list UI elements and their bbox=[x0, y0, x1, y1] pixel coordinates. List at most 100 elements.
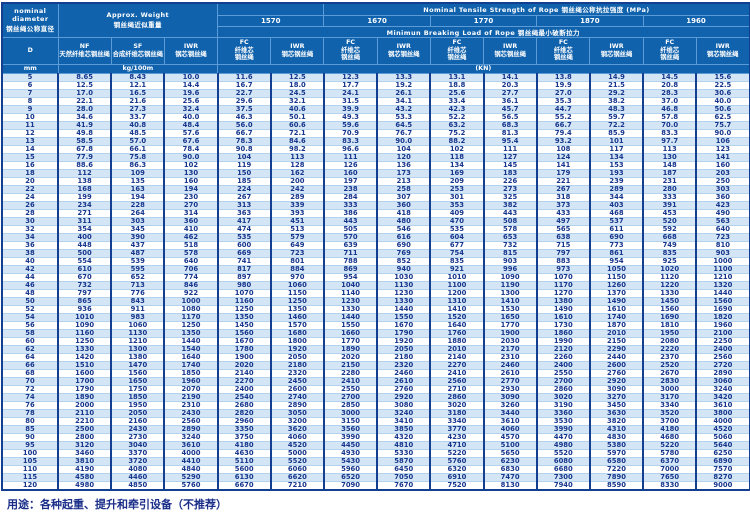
value-cell: 333 bbox=[642, 192, 698, 201]
table-row: 28 271 264 314 363 393 386 418 409 443 433 468 453 49… bbox=[1, 208, 750, 217]
value-cell: 732 bbox=[56, 280, 113, 289]
value-cell: 95.4 bbox=[482, 136, 538, 145]
value-cell: 2830 bbox=[642, 376, 698, 385]
diameter-cell: 54 bbox=[1, 312, 59, 321]
value-cell: 2720 bbox=[695, 360, 750, 369]
value-cell: 203 bbox=[695, 168, 750, 177]
value-cell: 470 bbox=[429, 216, 485, 225]
value-cell: 3340 bbox=[642, 400, 698, 409]
value-cell: 4410 bbox=[163, 456, 219, 465]
value-cell: 754 bbox=[429, 248, 485, 257]
value-cell: 62.5 bbox=[695, 112, 750, 121]
value-cell: 90.0 bbox=[163, 152, 219, 161]
table-row: 105 3810 3720 4410 5110 5520 5430 5870 5760 6230 6… bbox=[1, 456, 750, 465]
value-cell: 2680 bbox=[216, 400, 272, 409]
value-cell: 104 bbox=[216, 152, 272, 161]
value-cell: 922 bbox=[163, 288, 219, 297]
diameter-cell: 78 bbox=[1, 408, 59, 417]
value-cell: 4980 bbox=[535, 440, 591, 449]
value-cell: 253 bbox=[429, 184, 485, 193]
value-cell: 1960 bbox=[695, 320, 750, 329]
value-cell: 4460 bbox=[110, 472, 166, 481]
value-cell: 187 bbox=[642, 168, 698, 177]
value-cell: 127 bbox=[482, 152, 538, 161]
table-row: 11 41.9 40.8 48.4 56.0 60.6 59.6 64.5 63.2 68.3 66… bbox=[1, 120, 750, 129]
value-cell: 1730 bbox=[535, 320, 591, 329]
diameter-cell: 8 bbox=[1, 96, 59, 105]
diameter-cell: 48 bbox=[1, 288, 59, 297]
fc-column-header: FC 纤维芯 钢丝绳 bbox=[642, 36, 697, 65]
value-cell: 437 bbox=[110, 240, 166, 249]
value-cell: 1440 bbox=[695, 288, 750, 297]
value-cell: 640 bbox=[695, 224, 750, 233]
value-cell: 153 bbox=[588, 160, 645, 169]
value-cell: 2400 bbox=[695, 344, 750, 353]
value-cell: 136 bbox=[376, 160, 432, 169]
value-cell: 14.5 bbox=[642, 72, 698, 81]
table-row: 56 1090 1060 1250 1450 1570 1550 1670 1640 1770 17… bbox=[1, 320, 750, 329]
table-row: 74 1890 1850 2190 2540 2740 2700 2920 2860 3090 30… bbox=[1, 392, 750, 401]
value-cell: 570 bbox=[322, 232, 379, 241]
value-cell: 6620 bbox=[269, 472, 325, 481]
value-cell: 3750 bbox=[216, 432, 272, 441]
value-cell: 2440 bbox=[588, 352, 645, 361]
table-row: 48 797 776 922 1070 1150 1140 1230 1200 1300 1270 1… bbox=[1, 288, 750, 297]
value-cell: 1380 bbox=[535, 296, 591, 305]
value-cell: 1600 bbox=[56, 368, 113, 377]
strength-header-1960: 1960 bbox=[642, 14, 750, 27]
value-cell: 66.1 bbox=[110, 144, 166, 153]
value-cell: 8330 bbox=[642, 480, 698, 490]
value-cell: 66.7 bbox=[535, 120, 591, 129]
diameter-cell: 74 bbox=[1, 392, 59, 401]
value-cell: 72.2 bbox=[588, 120, 645, 129]
value-cell: 1890 bbox=[322, 344, 379, 353]
value-cell: 360 bbox=[695, 192, 750, 201]
value-cell: 57.0 bbox=[110, 136, 166, 145]
value-cell: 1190 bbox=[482, 280, 538, 289]
value-cell: 4190 bbox=[56, 464, 113, 473]
value-cell: 34.6 bbox=[56, 112, 113, 121]
value-cell: 6670 bbox=[216, 480, 272, 490]
value-cell: 4230 bbox=[429, 432, 485, 441]
value-cell: 258 bbox=[376, 184, 432, 193]
kn-unit-cell: (KN) bbox=[217, 63, 750, 74]
strength-values-row: 1570 1670 1770 1870 1960 bbox=[2, 14, 750, 27]
value-cell: 67.8 bbox=[56, 144, 113, 153]
value-cell: 160 bbox=[322, 168, 379, 177]
diameter-cell: 30 bbox=[1, 216, 59, 225]
value-cell: 16.5 bbox=[110, 88, 166, 97]
value-cell: 3000 bbox=[642, 384, 698, 393]
value-cell: 231 bbox=[642, 176, 698, 185]
value-cell: 1170 bbox=[163, 312, 219, 321]
value-cell: 3800 bbox=[695, 408, 750, 417]
value-cell: 106 bbox=[695, 136, 750, 145]
value-cell: 1880 bbox=[429, 336, 485, 345]
value-cell: 1640 bbox=[163, 352, 219, 361]
value-cell: 83.3 bbox=[642, 128, 698, 137]
table-row: 34 400 390 462 535 579 570 616 604 653 638 690 668 72… bbox=[1, 232, 750, 241]
value-cell: 7000 bbox=[642, 464, 698, 473]
value-cell: 14.1 bbox=[482, 72, 538, 81]
value-cell: 4680 bbox=[642, 432, 698, 441]
value-cell: 43.2 bbox=[376, 104, 432, 113]
value-cell: 93.2 bbox=[535, 136, 591, 145]
value-cell: 5520 bbox=[535, 448, 591, 457]
value-cell: 1560 bbox=[642, 304, 698, 313]
d-column-header: D bbox=[1, 36, 59, 65]
diameter-cell: 50 bbox=[1, 296, 59, 305]
value-cell: 1950 bbox=[110, 400, 166, 409]
value-cell: 4630 bbox=[216, 448, 272, 457]
value-cell: 2460 bbox=[482, 360, 538, 369]
value-cell: 1900 bbox=[216, 352, 272, 361]
value-cell: 1200 bbox=[429, 288, 485, 297]
value-cell: 3270 bbox=[588, 392, 645, 401]
value-cell: 1760 bbox=[429, 328, 485, 337]
approx-weight-header: Approx. Weight 钢丝绳近似重量 bbox=[57, 2, 219, 38]
value-cell: 2220 bbox=[642, 344, 698, 353]
value-cell: 3440 bbox=[482, 408, 538, 417]
value-cell: 1920 bbox=[376, 336, 432, 345]
table-row: 100 3460 3370 4000 4630 5000 4930 5330 5220 5650 5… bbox=[1, 448, 750, 457]
value-cell: 4180 bbox=[216, 440, 272, 449]
value-cell: 2100 bbox=[695, 328, 750, 337]
value-cell: 774 bbox=[163, 272, 219, 281]
